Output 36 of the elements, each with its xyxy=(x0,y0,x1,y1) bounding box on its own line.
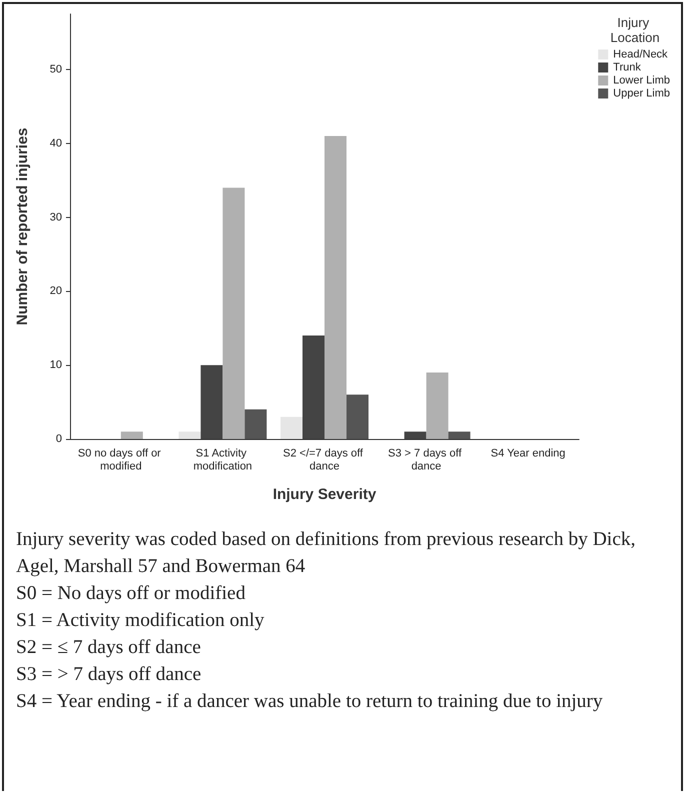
text: S1 = Activity modification only xyxy=(16,609,266,633)
legend-label: Trunk xyxy=(613,62,642,74)
bar xyxy=(324,136,346,439)
text: Injury severity was coded based on definitions from previous research by Dick, Agel, Marshall 57 and Bowerman 64 xyxy=(16,528,636,579)
text: S4 = Year ending - if a dancer was unable to return to training due to injury xyxy=(16,690,604,714)
bar xyxy=(448,432,470,439)
y-tick-label: 0 xyxy=(56,433,62,445)
legend-label: Head/Neck xyxy=(613,48,668,60)
y-axis-title: Number of reported injuries xyxy=(14,128,31,326)
text: S0 = No days off or modified xyxy=(16,582,246,606)
x-tick-label: S2 </=7 days off dance xyxy=(283,448,366,472)
bar xyxy=(178,432,201,439)
y-tick-label: 40 xyxy=(50,137,62,150)
legend-label: Lower Limb xyxy=(613,74,670,86)
bar xyxy=(244,409,267,439)
bar xyxy=(280,416,302,439)
x-tick-label: S0 no days off or modified xyxy=(78,448,164,472)
x-axis-title: Injury Severity xyxy=(272,486,377,503)
x-tick-label: S3 > 7 days off dance xyxy=(388,448,465,472)
x-tick-label: S1 Activity modification xyxy=(193,448,252,472)
y-tick-label: 50 xyxy=(50,63,62,76)
bar xyxy=(200,365,223,439)
bar xyxy=(346,394,368,439)
bar xyxy=(404,432,426,439)
bar xyxy=(426,372,448,439)
y-tick-label: 20 xyxy=(50,285,62,298)
x-tick-label: S4 Year ending xyxy=(490,448,566,460)
legend-label: Upper Limb xyxy=(613,88,670,100)
bar xyxy=(302,336,324,439)
text: S2 = ≤ 7 days off dance xyxy=(16,636,202,660)
bar xyxy=(222,188,245,439)
bar xyxy=(120,432,143,439)
y-tick-label: 30 xyxy=(50,211,62,224)
y-tick-label: 10 xyxy=(50,359,62,372)
legend-title: Injury Location xyxy=(610,15,660,45)
text: S3 = > 7 days off dance xyxy=(16,663,202,687)
